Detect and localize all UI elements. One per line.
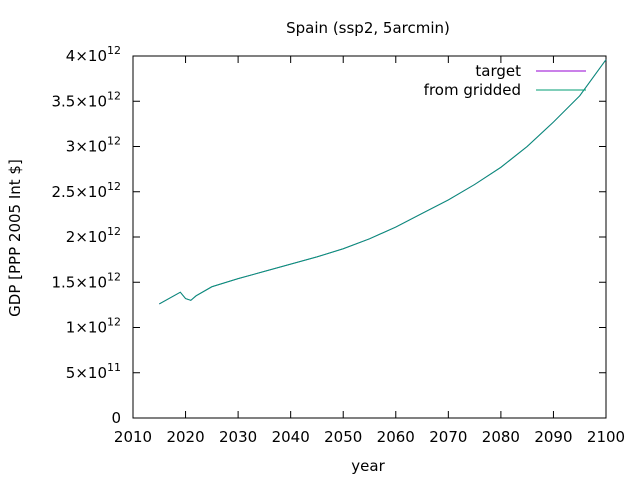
y-tick-label: 5×1011 — [66, 361, 121, 382]
y-tick-mantissa: 3.5×10 — [51, 92, 107, 110]
x-tick-label: 2060 — [377, 428, 415, 446]
y-tick-exponent: 12 — [107, 135, 121, 148]
x-tick-label: 2030 — [219, 428, 257, 446]
y-tick-mantissa: 5×10 — [66, 364, 107, 382]
legend-label: from gridded — [424, 81, 521, 99]
x-tick-label: 2090 — [534, 428, 572, 446]
series-line-target — [159, 59, 607, 305]
axis-tick-labels: 2010 2020 2030 2040 2050 2060 2070 2080 2090 2100… — [51, 44, 625, 446]
y-tick-mantissa: 2×10 — [66, 228, 107, 246]
y-axis-label: GDP [PPP 2005 Int $] — [6, 159, 24, 317]
y-tick-exponent: 12 — [107, 316, 121, 329]
y-tick-label: 1.5×1012 — [51, 270, 121, 291]
y-tick-mantissa: 4×10 — [66, 47, 107, 65]
y-tick-exponent: 12 — [107, 225, 121, 238]
y-tick-exponent: 12 — [107, 44, 121, 57]
x-tick-label: 2050 — [324, 428, 362, 446]
y-tick-exponent: 12 — [107, 180, 121, 193]
y-tick-mantissa: 1.5×10 — [51, 273, 107, 291]
y-tick-label: 3.5×1012 — [51, 89, 121, 110]
y-tick-exponent: 12 — [107, 89, 121, 102]
y-tick-label: 2×1012 — [66, 225, 121, 246]
series-lines — [159, 59, 607, 305]
y-tick-label: 0 — [111, 409, 121, 427]
y-tick-label: 2.5×1012 — [51, 180, 121, 201]
chart-title: Spain (ssp2, 5arcmin) — [286, 19, 450, 37]
legend-label: target — [475, 62, 521, 80]
y-tick-label: 3×1012 — [66, 135, 121, 156]
y-tick-exponent: 11 — [107, 361, 121, 374]
y-tick-mantissa: 3×10 — [66, 138, 107, 156]
plot-frame — [132, 55, 607, 419]
x-axis-label: year — [351, 457, 385, 475]
y-tick-label: 1×1012 — [66, 316, 121, 337]
series-line-from-gridded — [159, 59, 607, 305]
x-tick-label: 2010 — [114, 428, 152, 446]
x-tick-label: 2040 — [272, 428, 310, 446]
axis-ticks — [132, 55, 607, 419]
x-tick-label: 2020 — [166, 428, 204, 446]
y-tick-exponent: 12 — [107, 270, 121, 283]
x-tick-label: 2070 — [429, 428, 467, 446]
x-tick-label: 2100 — [587, 428, 625, 446]
y-tick-label: 4×1012 — [66, 44, 121, 65]
x-tick-label: 2080 — [482, 428, 520, 446]
y-tick-mantissa: 2.5×10 — [51, 183, 107, 201]
y-tick-mantissa: 1×10 — [66, 319, 107, 337]
y-tick-mantissa: 0 — [111, 409, 121, 427]
